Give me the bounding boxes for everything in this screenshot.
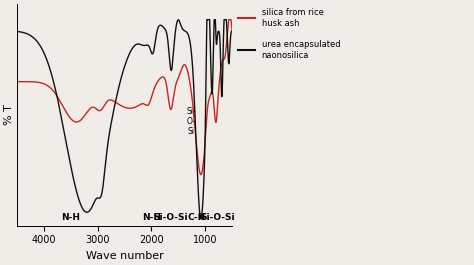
X-axis label: Wave number: Wave number xyxy=(86,251,164,261)
Text: Si-O-Si: Si-O-Si xyxy=(201,213,236,222)
Text: Si-
O-
Si: Si- O- Si xyxy=(186,107,196,136)
Text: N-H: N-H xyxy=(142,213,161,222)
Legend: silica from rice
husk ash, urea encapsulated
naonosilica: silica from rice husk ash, urea encapsul… xyxy=(238,8,340,60)
Text: C-N: C-N xyxy=(188,213,206,222)
Text: Si-O-Si: Si-O-Si xyxy=(153,213,188,222)
Y-axis label: % T: % T xyxy=(4,104,14,125)
Text: N-H: N-H xyxy=(61,213,80,222)
